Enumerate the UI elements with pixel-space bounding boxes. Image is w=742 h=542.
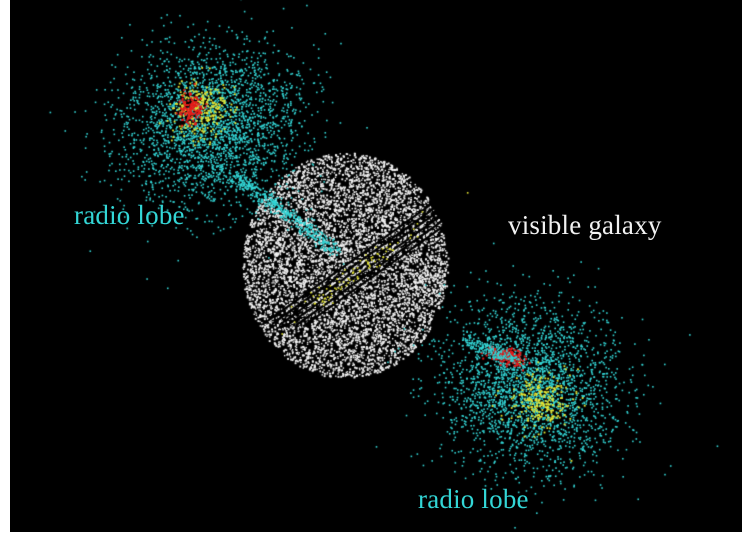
visible-galaxy-label: visible galaxy bbox=[508, 210, 662, 240]
radio-galaxy-image: radio lobe visible galaxy radio lobe bbox=[10, 0, 742, 532]
upper-radio-lobe-label: radio lobe bbox=[74, 200, 185, 230]
lower-radio-lobe-label: radio lobe bbox=[418, 484, 529, 514]
radio-galaxy-scatter bbox=[10, 0, 742, 532]
